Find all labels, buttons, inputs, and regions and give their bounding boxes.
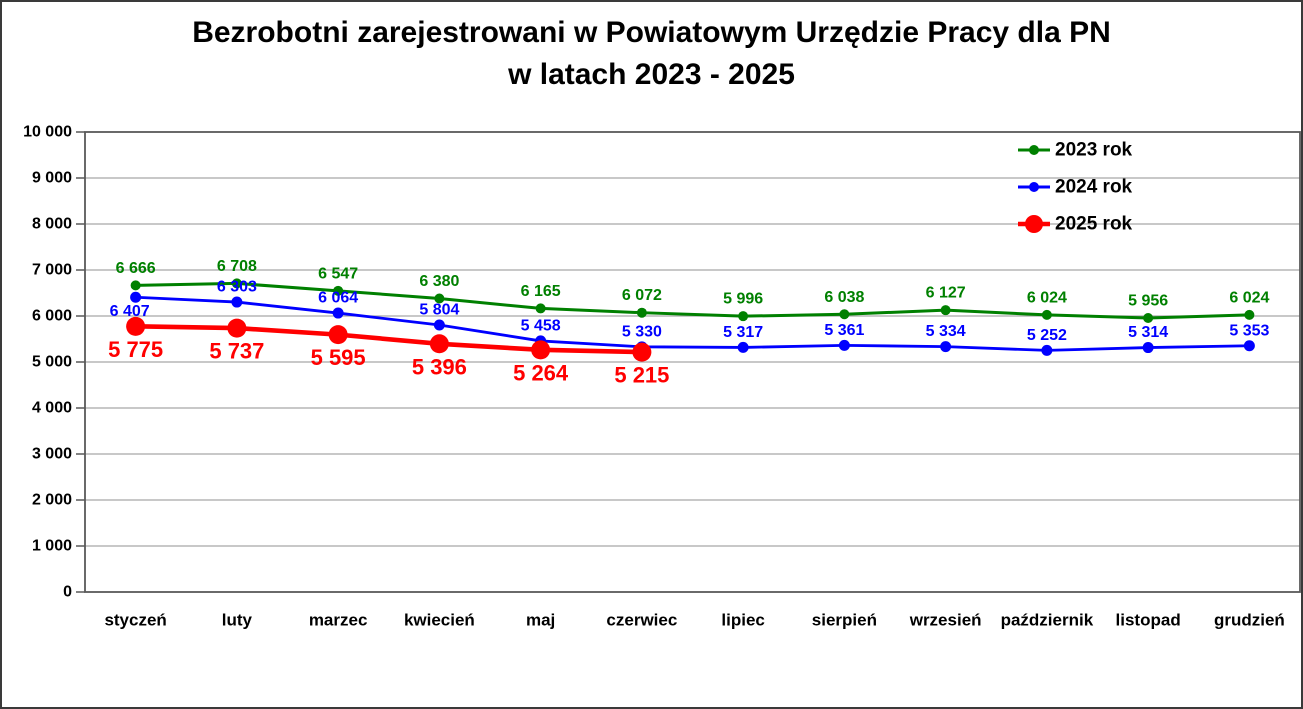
data-point-2025-rok-kwiecień <box>429 334 449 354</box>
series-line-2024-rok <box>134 295 1251 352</box>
y-axis-label: 10 000 <box>23 124 72 141</box>
data-label-2025-rok-czerwiec: 5 215 <box>614 363 669 388</box>
x-axis-label-czerwiec: czerwiec <box>606 611 677 630</box>
y-axis-label: 4 000 <box>32 400 72 417</box>
data-point-2023-rok-luty <box>231 278 242 289</box>
legend-marker-swatch <box>1029 145 1039 155</box>
data-label-2023-rok-listopad: 5 956 <box>1128 293 1168 310</box>
y-axis-label: 5 000 <box>32 354 72 371</box>
series-line-2025-rok <box>133 324 645 355</box>
data-label-2024-rok-grudzień: 5 353 <box>1229 322 1269 339</box>
data-point-2023-rok-październik <box>1041 309 1052 320</box>
data-label-2025-rok-luty: 5 737 <box>209 339 264 364</box>
data-point-2023-rok-styczeń <box>130 280 141 291</box>
chart-title-line2: w latach 2023 - 2025 <box>508 58 795 91</box>
x-axis-label-grudzień: grudzień <box>1214 611 1285 630</box>
data-label-2024-rok-kwiecień: 5 804 <box>419 302 459 319</box>
data-label-2024-rok-listopad: 5 314 <box>1128 324 1168 341</box>
y-axis-label: 3 000 <box>32 446 72 463</box>
data-point-2025-rok-marzec <box>328 325 348 345</box>
data-point-2024-rok-lipiec <box>737 341 749 353</box>
x-axis-label-lipiec: lipiec <box>721 611 764 630</box>
y-axis-label: 8 000 <box>32 216 72 233</box>
data-point-2023-rok-lipiec <box>738 311 749 322</box>
x-axis-label-maj: maj <box>526 611 555 630</box>
data-label-2023-rok-marzec: 6 547 <box>318 265 358 282</box>
data-label-2023-rok-styczeń: 6 666 <box>116 260 156 277</box>
legend-item-2024-rok: 2024 rok <box>1018 177 1133 198</box>
data-point-2023-rok-grudzień <box>1244 309 1255 320</box>
data-point-2025-rok-styczeń <box>126 316 146 336</box>
y-axis-label: 1 000 <box>32 538 72 555</box>
data-point-2023-rok-sierpień <box>839 309 850 320</box>
x-axis-label-wrzesień: wrzesień <box>909 611 982 630</box>
legend-marker-swatch <box>1029 182 1039 192</box>
data-label-2023-rok-sierpień: 6 038 <box>824 289 864 306</box>
data-label-2024-rok-maj: 5 458 <box>521 317 561 334</box>
data-label-2023-rok-październik: 6 024 <box>1027 289 1067 306</box>
y-axis-label: 0 <box>63 584 72 601</box>
data-point-2024-rok-luty <box>231 296 243 308</box>
data-point-2024-rok-styczeń <box>130 291 142 303</box>
legend-label: 2024 rok <box>1055 177 1133 198</box>
data-point-2025-rok-luty <box>227 318 247 338</box>
data-label-2023-rok-kwiecień: 6 380 <box>419 273 459 290</box>
x-axis-label-październik: październik <box>1001 611 1094 630</box>
data-label-2023-rok-wrzesień: 6 127 <box>926 285 966 302</box>
x-axis-label-marzec: marzec <box>309 611 368 630</box>
data-point-2023-rok-marzec <box>333 285 344 296</box>
x-axis-label-luty: luty <box>222 611 253 630</box>
data-label-2024-rok-lipiec: 5 317 <box>723 324 763 341</box>
legend-label: 2025 rok <box>1055 214 1133 235</box>
x-axis-label-listopad: listopad <box>1116 611 1181 630</box>
data-point-2024-rok-sierpień <box>838 339 850 351</box>
data-label-2023-rok-czerwiec: 6 072 <box>622 287 662 304</box>
data-label-2023-rok-luty: 6 708 <box>217 258 257 275</box>
data-label-2025-rok-marzec: 5 595 <box>311 345 366 370</box>
data-label-2023-rok-lipiec: 5 996 <box>723 291 763 308</box>
data-point-2023-rok-kwiecień <box>434 293 445 304</box>
chart-title: Bezrobotni zarejestrowani w Powiatowym U… <box>2 12 1301 96</box>
chart-title-line1: Bezrobotni zarejestrowani w Powiatowym U… <box>192 16 1111 49</box>
data-point-2023-rok-wrzesień <box>940 305 951 316</box>
data-point-2023-rok-listopad <box>1143 313 1154 324</box>
data-point-2024-rok-listopad <box>1142 342 1154 354</box>
data-point-2024-rok-grudzień <box>1243 340 1255 352</box>
x-axis-label-kwiecień: kwiecień <box>404 611 475 630</box>
y-axis-label: 2 000 <box>32 492 72 509</box>
data-label-2025-rok-styczeń: 5 775 <box>108 337 163 362</box>
data-point-2023-rok-maj <box>535 303 546 314</box>
data-label-2024-rok-wrzesień: 5 334 <box>926 323 966 340</box>
data-label-2023-rok-maj: 6 165 <box>521 283 561 300</box>
series-line-2023-rok <box>134 281 1251 320</box>
data-point-2024-rok-wrzesień <box>940 341 952 353</box>
legend-label: 2023 rok <box>1055 140 1133 161</box>
data-point-2025-rok-czerwiec <box>632 342 652 362</box>
data-label-2024-rok-październik: 5 252 <box>1027 327 1067 344</box>
legend-item-2023-rok: 2023 rok <box>1018 140 1133 161</box>
y-axis-label: 6 000 <box>32 308 72 325</box>
legend-item-2025-rok: 2025 rok <box>1018 214 1133 235</box>
y-axis-label: 7 000 <box>32 262 72 279</box>
data-label-2024-rok-sierpień: 5 361 <box>824 322 864 339</box>
data-label-2024-rok-czerwiec: 5 330 <box>622 323 662 340</box>
data-label-2024-rok-luty: 6 303 <box>217 279 257 296</box>
y-axis-label: 9 000 <box>32 170 72 187</box>
plot-border <box>84 131 1301 593</box>
x-axis-label-styczeń: styczeń <box>104 611 166 630</box>
data-label-2025-rok-kwiecień: 5 396 <box>412 354 467 379</box>
data-label-2024-rok-styczeń: 6 407 <box>110 303 150 320</box>
data-label-2024-rok-marzec: 6 064 <box>318 290 358 307</box>
data-point-2024-rok-kwiecień <box>433 319 445 331</box>
data-label-2023-rok-grudzień: 6 024 <box>1229 289 1269 306</box>
legend-marker-swatch <box>1025 215 1043 233</box>
data-point-2025-rok-maj <box>531 340 551 360</box>
x-axis-label-sierpień: sierpień <box>812 611 877 630</box>
data-label-2025-rok-maj: 5 264 <box>513 360 569 385</box>
data-point-2024-rok-październik <box>1041 344 1053 356</box>
data-point-2024-rok-marzec <box>332 307 344 319</box>
data-point-2023-rok-czerwiec <box>636 307 647 318</box>
